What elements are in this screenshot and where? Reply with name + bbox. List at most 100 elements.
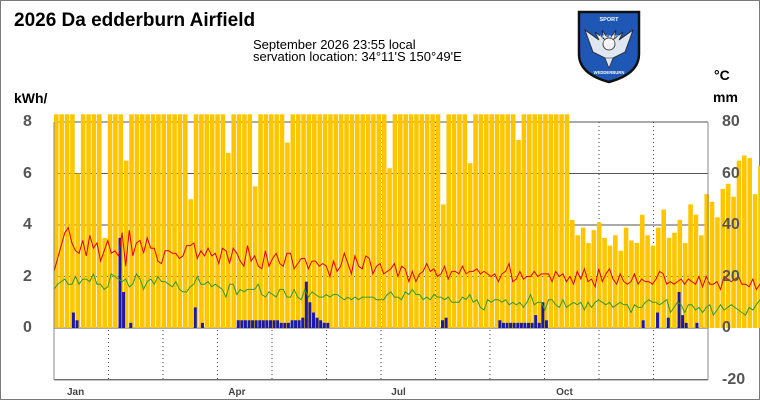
solar-bar (677, 219, 683, 328)
solar-bar (596, 222, 602, 328)
solar-bar (451, 114, 457, 329)
solar-bar (333, 114, 339, 329)
solar-bar (430, 114, 435, 329)
rain-bar (254, 320, 258, 328)
solar-bar (381, 114, 387, 329)
right-tick-label: 80 (722, 113, 740, 130)
rain-bar (312, 312, 315, 328)
solar-bar (123, 160, 129, 328)
solar-bar (145, 114, 150, 329)
left-tick-label: 8 (23, 113, 32, 130)
rain-bar (534, 315, 538, 328)
solar-bar (688, 204, 693, 328)
solar-bar (623, 227, 629, 328)
solar-bar (392, 114, 398, 329)
solar-bar (172, 114, 177, 329)
solar-bar (129, 114, 134, 329)
rain-bar (297, 320, 301, 328)
solar-bar (570, 219, 575, 328)
rain-bar (695, 322, 699, 328)
rain-bar (75, 320, 79, 328)
rain-bar (519, 322, 523, 328)
solar-bar (715, 217, 720, 328)
rain-bar (684, 322, 688, 328)
rain-bar (251, 320, 255, 328)
rain-bar (286, 322, 290, 328)
solar-bar (204, 114, 210, 329)
solar-bar (607, 245, 613, 328)
solar-bar (269, 114, 274, 329)
rain-bar (326, 322, 330, 328)
rain-bar (236, 320, 240, 328)
solar-bar (473, 114, 478, 329)
solar-bar (338, 114, 344, 329)
solar-bar (134, 114, 140, 329)
solar-bar (70, 114, 75, 329)
rain-bar (666, 317, 670, 328)
solar-bar (725, 183, 731, 328)
rain-bar (501, 322, 505, 328)
solar-bar (247, 114, 253, 329)
solar-bar (661, 209, 666, 328)
solar-bar (484, 114, 489, 329)
rain-bar (301, 317, 305, 328)
solar-bar (263, 114, 269, 329)
solar-bar (527, 114, 532, 329)
solar-bar (80, 114, 86, 329)
solar-bar (140, 114, 145, 329)
rain-bar (283, 322, 287, 328)
solar-bar (301, 114, 306, 329)
solar-bar (656, 227, 661, 328)
solar-bar (500, 114, 505, 329)
logo-text-top: SPORT (600, 17, 620, 23)
solar-bar (387, 168, 392, 328)
right-tick-label: 40 (722, 216, 740, 233)
solar-bar (736, 160, 742, 328)
solar-bar (54, 114, 59, 329)
chart-title: 2026 Da edderburn Airfield (14, 10, 256, 31)
solar-bar (742, 155, 747, 328)
solar-bar (521, 114, 527, 329)
solar-bar (618, 250, 623, 328)
solar-bar (322, 114, 328, 329)
solar-bar (704, 194, 709, 328)
rain-bar (681, 315, 685, 328)
right-axis-unit-temp: °C (714, 67, 730, 83)
solar-bar (226, 152, 231, 328)
rain-bar (200, 322, 204, 328)
solar-bar (543, 114, 548, 329)
rain-bar (290, 320, 294, 328)
rain-bar (544, 320, 548, 328)
right-tick-label: 0 (722, 319, 731, 336)
rain-bar (516, 322, 520, 328)
solar-bar (102, 237, 107, 328)
plot-axes (53, 122, 709, 381)
solar-bar (457, 114, 462, 329)
rain-bar (71, 312, 75, 328)
solar-bar (403, 114, 408, 329)
solar-bar (575, 235, 580, 328)
rain-bar (269, 320, 272, 328)
solar-bar (317, 114, 322, 329)
month-tick-label: Apr (228, 387, 246, 398)
right-tick-label: 60 (722, 164, 740, 182)
rain-bar (276, 320, 280, 328)
right-axis-unit-rain: mm (713, 89, 738, 105)
rain-bar (315, 317, 319, 328)
solar-bar (150, 114, 156, 329)
solar-bar (650, 245, 656, 328)
solar-bar (424, 114, 430, 329)
rain-bar (304, 281, 308, 328)
solar-bar (747, 158, 752, 328)
solar-bar (156, 114, 161, 329)
solar-bar (510, 114, 516, 329)
max-temp-series (53, 226, 760, 291)
solar-bar (295, 114, 301, 329)
solar-bar (344, 114, 349, 329)
rain-bar (527, 322, 531, 328)
rain-bar (261, 320, 265, 328)
solar-bar (516, 140, 521, 328)
logo-text-bottom: WEDDERBURN (594, 70, 625, 75)
solar-bar (639, 214, 645, 328)
rain-bar (193, 307, 197, 328)
